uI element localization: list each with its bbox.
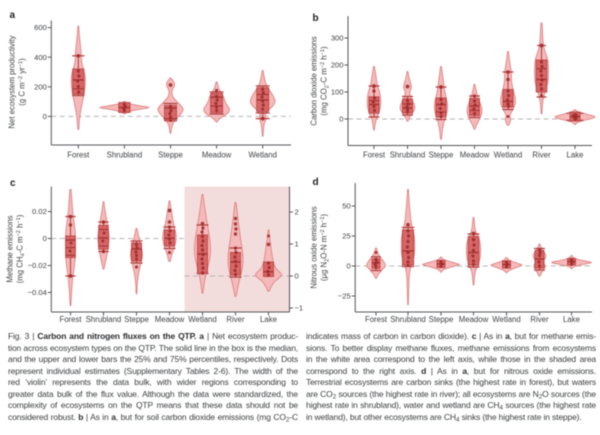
svg-text:Shrubland: Shrubland	[107, 151, 143, 160]
svg-text:0.02: 0.02	[32, 207, 47, 216]
svg-text:400: 400	[34, 53, 47, 62]
svg-text:25: 25	[342, 232, 350, 241]
svg-text:Forest: Forest	[363, 151, 386, 160]
svg-text:0: 0	[339, 115, 343, 124]
svg-text:−0.02: −0.02	[28, 261, 47, 270]
svg-text:−0.04: −0.04	[28, 288, 47, 297]
svg-text:Lake: Lake	[567, 151, 584, 160]
svg-text:Wetland: Wetland	[248, 151, 276, 160]
svg-text:Lake: Lake	[563, 315, 580, 324]
svg-text:200: 200	[331, 61, 344, 70]
svg-text:100: 100	[331, 88, 344, 97]
svg-text:0: 0	[43, 112, 47, 121]
svg-text:2: 2	[295, 208, 299, 217]
svg-text:River: River	[530, 315, 549, 324]
svg-text:River: River	[532, 151, 551, 160]
svg-text:0: 0	[43, 234, 47, 243]
svg-text:Steppe: Steppe	[158, 151, 183, 160]
svg-text:Shrubland: Shrubland	[390, 151, 426, 160]
svg-text:Lake: Lake	[260, 315, 277, 324]
svg-text:Methane emissions: Methane emissions	[6, 215, 15, 282]
svg-text:Steppe: Steppe	[429, 315, 454, 324]
svg-text:Carbon dioxide emissions: Carbon dioxide emissions	[310, 36, 319, 125]
svg-text:200: 200	[34, 82, 47, 91]
svg-text:Nitrous oxide emissions: Nitrous oxide emissions	[310, 206, 319, 288]
svg-text:Meadow: Meadow	[202, 151, 232, 160]
svg-text:(g C m−2​ yr−1​): (g C m−2​ yr−1​)	[18, 58, 27, 106]
svg-text:d: d	[313, 177, 319, 188]
svg-text:Shrubland: Shrubland	[390, 315, 426, 324]
svg-text:Forest: Forest	[365, 315, 388, 324]
svg-text:c: c	[10, 178, 16, 189]
svg-text:Meadow: Meadow	[459, 315, 489, 324]
svg-text:Steppe: Steppe	[124, 315, 149, 324]
svg-text:a: a	[10, 10, 16, 21]
svg-text:0: 0	[346, 262, 350, 271]
svg-text:(μg N2​O-N m−2​ h−1​): (μg N2​O-N m−2​ h−1​)	[320, 214, 331, 282]
svg-text:Wetland: Wetland	[188, 315, 216, 324]
svg-text:0: 0	[295, 272, 299, 281]
svg-text:(mg CH4​-C m−2​ h−1​): (mg CH4​-C m−2​ h−1​)	[16, 214, 27, 283]
svg-text:600: 600	[34, 23, 47, 32]
svg-text:River: River	[226, 315, 245, 324]
svg-text:1: 1	[295, 240, 299, 249]
svg-text:(mg CO2​-C m−2​ h−1​): (mg CO2​-C m−2​ h−1​)	[320, 46, 331, 116]
svg-text:−1: −1	[295, 304, 304, 313]
svg-text:Meadow: Meadow	[460, 151, 490, 160]
svg-text:Net ecosystem productivity: Net ecosystem productivity	[8, 35, 17, 128]
svg-text:Steppe: Steppe	[429, 151, 454, 160]
svg-text:Forest: Forest	[59, 315, 82, 324]
svg-text:Meadow: Meadow	[155, 315, 185, 324]
svg-text:Wetland: Wetland	[494, 151, 522, 160]
svg-text:Wetland: Wetland	[492, 315, 520, 324]
svg-text:Shrubland: Shrubland	[86, 315, 122, 324]
svg-text:50: 50	[342, 202, 350, 211]
svg-text:b: b	[313, 13, 319, 24]
svg-text:Forest: Forest	[67, 151, 90, 160]
svg-text:−25: −25	[338, 292, 351, 301]
svg-text:300: 300	[331, 34, 344, 43]
